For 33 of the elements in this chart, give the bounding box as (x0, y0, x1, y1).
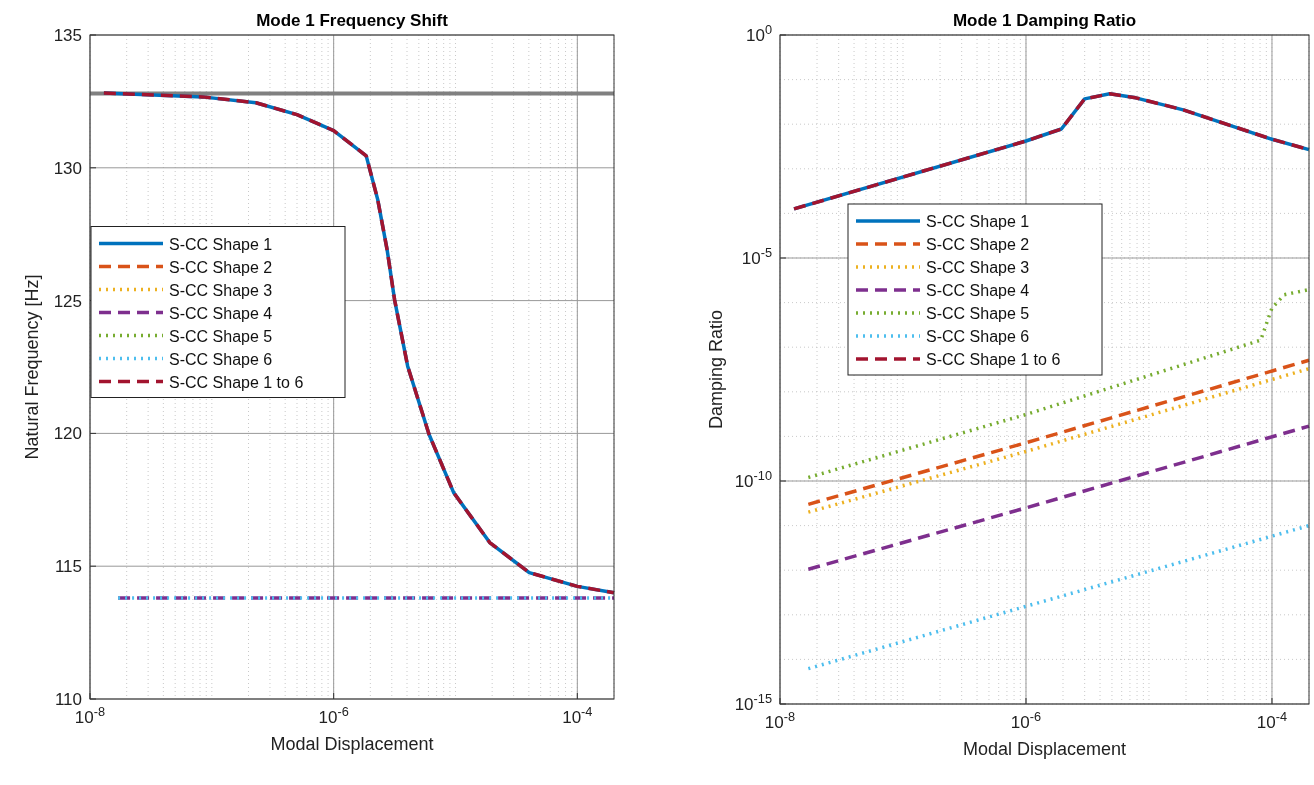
y-axis-title: Natural Frequency [Hz] (22, 274, 42, 460)
y-tick-label: 130 (53, 158, 82, 178)
y-tick-label: 135 (53, 26, 82, 45)
chart-title: Mode 1 Damping Ratio (952, 11, 1137, 30)
y-axis-title: Damping Ratio (706, 309, 726, 430)
legend-label: S-CC Shape 6 (169, 350, 273, 368)
legend-label: S-CC Shape 3 (926, 259, 1030, 276)
y-tick-label: 125 (53, 291, 82, 311)
y-tick-label: 115 (54, 557, 82, 577)
y-tick-label: 110 (54, 690, 82, 709)
y-tick-label: 10$^{-5}$ (741, 244, 772, 268)
x-tick-label: 10$^{-6}$ (318, 703, 349, 727)
legend-label: S-CC Shape 5 (169, 327, 273, 345)
legend-label: S-CC Shape 2 (926, 236, 1030, 253)
legend-label: S-CC Shape 1 to 6 (926, 351, 1061, 368)
y-tick-label: 120 (53, 424, 82, 444)
y-tick-label: 10$^{-10}$ (734, 467, 772, 491)
x-tick-label: 10$^{-4}$ (1256, 708, 1288, 732)
legend-label: S-CC Shape 1 (926, 213, 1030, 230)
x-axis-title: Modal Displacement (270, 734, 434, 754)
legend-label: S-CC Shape 1 (169, 235, 273, 253)
legend-label: S-CC Shape 2 (169, 258, 273, 276)
legend-label: S-CC Shape 3 (169, 281, 273, 299)
legend-label: S-CC Shape 5 (926, 305, 1030, 322)
legend-label: S-CC Shape 1 to 6 (169, 373, 304, 391)
legend-label: S-CC Shape 4 (169, 304, 273, 322)
x-axis-title: Modal Displacement (962, 739, 1127, 759)
legend-label: S-CC Shape 4 (926, 282, 1030, 299)
chart-title: Mode 1 Frequency Shift (256, 11, 449, 30)
legend-label: S-CC Shape 6 (926, 328, 1030, 345)
x-tick-label: 10$^{-4}$ (562, 703, 593, 727)
x-tick-label: 10$^{-6}$ (1010, 708, 1042, 732)
y-tick-label: 10$^{0}$ (745, 21, 772, 45)
